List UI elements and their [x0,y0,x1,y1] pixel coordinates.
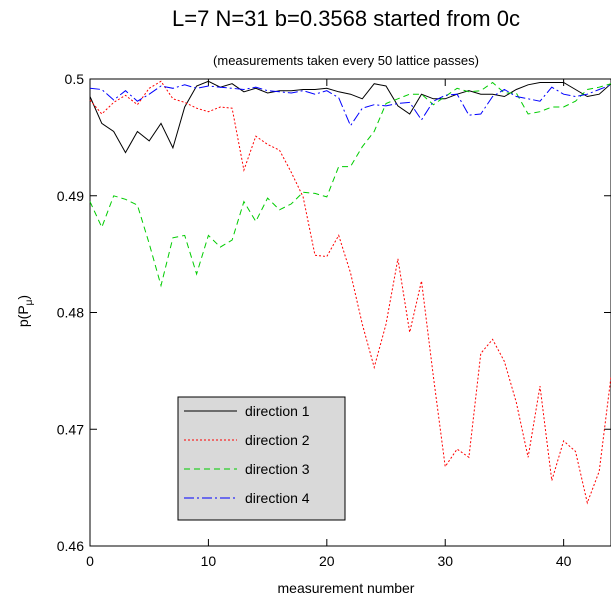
legend-label-direction-2: direction 2 [245,432,310,448]
y-tick-label: 0.46 [57,538,84,554]
legend-label-direction-1: direction 1 [245,403,310,419]
y-axis-label: p(Pμ) [15,295,35,327]
legend-items: direction 1 direction 2 direction 3 directi… [184,403,310,506]
x-tick-label: 0 [86,553,94,569]
chart-title: L=7 N=31 b=0.3568 started from 0c [172,6,520,31]
series-line-direction-1 [89,80,611,154]
x-tick-label: 10 [201,553,217,569]
y-tick-label: 0.47 [57,421,84,437]
y-axis-label-subscript: μ [24,299,35,305]
legend: direction 1 direction 2 direction 3 directi… [177,396,346,521]
x-axis-label: measurement number [278,580,415,596]
series-line-direction-3 [89,81,611,288]
legend-label-direction-3: direction 3 [245,461,310,477]
y-tick-label: 0.5 [65,71,85,87]
y-tick-label: 0.49 [57,188,84,204]
series-line-direction-4 [89,84,611,127]
y-axis-label-close: ) [15,295,31,300]
series-line-direction-2 [89,80,611,505]
x-tick-label: 20 [319,553,335,569]
axis-ticks: 0 10 20 30 40 0.46 0.47 0.48 0.49 0.5 [57,71,611,569]
legend-label-direction-4: direction 4 [245,490,310,506]
chart-subtitle: (measurements taken every 50 lattice pas… [213,53,479,68]
plot-frame [89,78,611,547]
y-tick-label: 0.48 [57,305,84,321]
series-lines [89,80,611,505]
legend-box [177,396,346,521]
y-axis-label-main: p(P [15,305,31,327]
x-tick-label: 30 [437,553,453,569]
x-tick-label: 40 [556,553,572,569]
